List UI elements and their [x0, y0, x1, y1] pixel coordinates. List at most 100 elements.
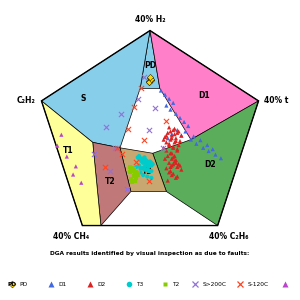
Point — [137, 163, 142, 168]
Point — [59, 132, 64, 137]
Point — [138, 170, 143, 175]
Point — [148, 77, 153, 82]
Point — [206, 149, 211, 154]
Point — [163, 134, 167, 139]
Text: T3: T3 — [142, 167, 153, 176]
Text: PD: PD — [8, 281, 16, 286]
Point — [169, 156, 174, 161]
Polygon shape — [140, 31, 160, 88]
Point — [79, 180, 84, 185]
Point — [179, 133, 184, 138]
Point — [168, 151, 173, 156]
Point — [169, 132, 174, 136]
Point — [140, 156, 144, 161]
Point — [164, 166, 169, 171]
Point — [74, 164, 78, 169]
Point — [149, 78, 154, 82]
Point — [145, 174, 150, 179]
Point — [164, 119, 168, 124]
Point — [169, 151, 174, 156]
Point — [171, 171, 176, 176]
Point — [150, 162, 155, 167]
Text: D1: D1 — [199, 92, 210, 100]
Point — [125, 127, 130, 132]
Text: PD: PD — [20, 281, 28, 286]
Point — [173, 160, 178, 165]
Point — [169, 136, 174, 141]
Point — [218, 156, 223, 161]
Text: S-120C: S-120C — [248, 281, 268, 286]
Point — [141, 158, 146, 163]
Polygon shape — [150, 31, 259, 140]
Point — [108, 169, 113, 173]
Point — [148, 75, 153, 80]
Point — [141, 166, 146, 171]
Text: D2: D2 — [204, 160, 216, 169]
Point — [164, 148, 169, 153]
Point — [169, 173, 174, 178]
Point — [210, 147, 215, 152]
Polygon shape — [93, 142, 131, 226]
Point — [138, 166, 143, 171]
Point — [149, 169, 154, 173]
Point — [172, 126, 177, 131]
Point — [145, 162, 150, 167]
Point — [137, 154, 142, 158]
Point — [147, 179, 152, 184]
Point — [178, 116, 182, 120]
Point — [142, 159, 147, 164]
Polygon shape — [41, 31, 259, 226]
Point — [135, 171, 140, 176]
Point — [198, 138, 203, 142]
Point — [191, 134, 196, 139]
Point — [119, 111, 124, 116]
Text: C₂H₂: C₂H₂ — [17, 96, 36, 105]
Point — [161, 137, 166, 142]
Point — [171, 162, 176, 167]
Point — [130, 166, 135, 171]
Point — [168, 107, 173, 112]
Point — [142, 138, 146, 142]
Point — [133, 171, 137, 176]
Point — [120, 152, 124, 156]
Point — [169, 133, 174, 138]
Point — [205, 143, 210, 148]
Point — [201, 146, 206, 150]
Point — [149, 176, 154, 180]
Polygon shape — [41, 31, 150, 148]
Point — [71, 172, 76, 177]
Text: D2: D2 — [98, 281, 106, 286]
Point — [133, 178, 137, 183]
Point — [165, 154, 170, 158]
Point — [148, 76, 152, 81]
Point — [182, 119, 187, 124]
Point — [171, 155, 176, 160]
Text: T3: T3 — [136, 281, 144, 286]
Text: S>200C: S>200C — [202, 281, 226, 286]
Point — [142, 155, 147, 160]
Point — [167, 143, 172, 148]
Text: D1: D1 — [58, 281, 67, 286]
Point — [55, 143, 60, 148]
Point — [171, 100, 176, 105]
Point — [148, 77, 153, 82]
Point — [140, 159, 144, 164]
Point — [104, 125, 109, 130]
Point — [142, 164, 147, 169]
Text: T2: T2 — [172, 281, 180, 286]
Point — [173, 176, 178, 180]
Point — [172, 132, 177, 136]
Text: T2: T2 — [105, 177, 116, 186]
Point — [171, 144, 176, 149]
Point — [173, 158, 178, 163]
Point — [141, 160, 146, 165]
Point — [176, 162, 181, 167]
Point — [167, 141, 172, 146]
Point — [114, 146, 119, 151]
Text: T1: T1 — [63, 146, 74, 155]
Polygon shape — [120, 148, 166, 191]
Point — [168, 164, 173, 169]
Point — [147, 128, 152, 133]
Point — [175, 148, 180, 153]
Point — [175, 128, 180, 133]
